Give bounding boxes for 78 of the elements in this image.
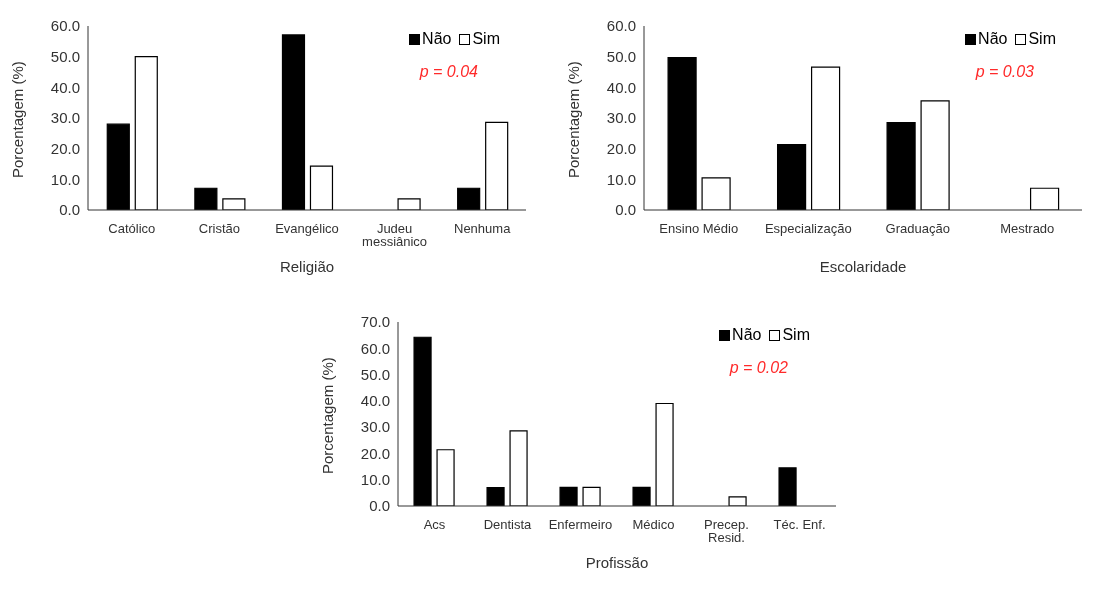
legend-label: Sim	[782, 326, 810, 344]
y-axis-title: Porcentagem (%)	[9, 61, 27, 178]
bar	[582, 486, 601, 506]
annotation: p = 0.03	[975, 63, 1034, 81]
y-tick-label: 40.0	[606, 78, 636, 96]
bar	[667, 56, 697, 210]
y-tick-label: 20.0	[50, 139, 80, 157]
y-tick-label: 50.0	[50, 47, 80, 65]
x-tick-label: Téc. Enf.	[773, 517, 826, 533]
legend-label: Não	[978, 30, 1008, 48]
bar	[655, 402, 674, 506]
legend-label: Sim	[1028, 30, 1056, 48]
bar	[309, 165, 334, 210]
bar	[559, 486, 578, 506]
x-tick-label: Evangélico	[275, 221, 339, 237]
y-tick-label: 20.0	[606, 139, 636, 157]
y-tick-label: 30.0	[360, 418, 390, 436]
x-axis-title: Religião	[279, 258, 335, 275]
bar	[701, 177, 731, 210]
y-tick-label: 0.0	[369, 497, 390, 515]
x-tick-label: Graduação	[885, 221, 950, 237]
x-tick-label: Acs	[423, 517, 446, 533]
bar	[281, 34, 306, 210]
annotation: p = 0.04	[419, 63, 478, 81]
y-tick-label: 50.0	[606, 47, 636, 65]
y-tick-label: 60.0	[50, 17, 80, 35]
y-tick-label: 10.0	[50, 170, 80, 188]
y-tick-label: 60.0	[360, 339, 390, 357]
x-tick-label: Mestrado	[1000, 221, 1055, 237]
x-tick-label: Precep. Resid.	[704, 517, 749, 546]
x-tick-label: Especialização	[764, 221, 852, 237]
y-tick-label: 60.0	[606, 17, 636, 35]
x-tick-label: Ensino Médio	[659, 221, 739, 237]
x-tick-label: Médico	[632, 517, 675, 533]
y-tick-label: 0.0	[615, 201, 636, 219]
x-tick-label: Nenhuma	[454, 221, 512, 237]
bar	[222, 198, 246, 210]
bar	[486, 487, 505, 506]
y-tick-label: 30.0	[606, 109, 636, 127]
y-tick-label: 10.0	[606, 170, 636, 188]
bar	[397, 198, 421, 210]
bar	[778, 467, 797, 506]
x-tick-label: Cristão	[198, 221, 240, 237]
bar	[457, 187, 481, 210]
bar	[886, 122, 916, 210]
x-tick-label: Judeu messiânico	[362, 221, 428, 250]
bar	[1029, 187, 1060, 210]
bar	[436, 449, 455, 506]
y-tick-label: 0.0	[59, 201, 80, 219]
bar	[194, 187, 218, 210]
bar	[810, 66, 841, 210]
y-tick-label: 20.0	[360, 444, 390, 462]
x-tick-label: Enfermeiro	[548, 517, 613, 533]
x-axis-title: Profissão	[585, 554, 649, 571]
y-tick-label: 50.0	[360, 365, 390, 383]
x-axis-title: Escolaridade	[819, 258, 907, 275]
bar	[134, 56, 158, 210]
annotation: p = 0.02	[729, 359, 788, 377]
y-tick-label: 30.0	[50, 109, 80, 127]
bar	[413, 336, 432, 506]
bar	[776, 144, 807, 210]
y-tick-label: 10.0	[360, 471, 390, 489]
y-axis-title: Porcentagem (%)	[565, 61, 583, 178]
bar	[485, 121, 509, 210]
x-tick-label: Dentista	[483, 517, 533, 533]
bar	[632, 486, 651, 506]
y-axis-title: Porcentagem (%)	[319, 357, 337, 474]
legend-label: Não	[422, 30, 452, 48]
y-tick-label: 40.0	[360, 392, 390, 410]
y-tick-label: 40.0	[50, 78, 80, 96]
bar	[920, 100, 950, 210]
bar	[509, 430, 528, 506]
legend-label: Sim	[472, 30, 500, 48]
bar	[106, 123, 130, 210]
bar	[728, 496, 747, 506]
legend-label: Não	[732, 326, 762, 344]
x-tick-label: Católico	[108, 221, 156, 237]
y-tick-label: 70.0	[360, 313, 390, 331]
